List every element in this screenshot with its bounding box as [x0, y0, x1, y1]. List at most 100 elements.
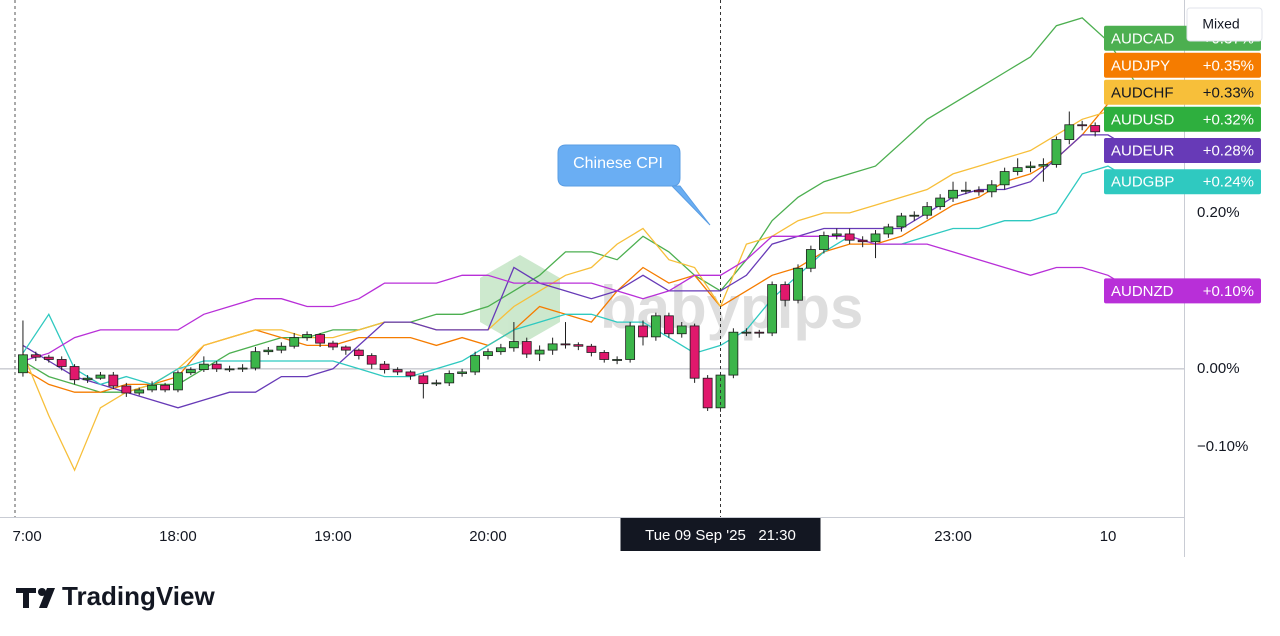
x-tick-label: 20:00: [469, 528, 507, 545]
brand-icon-part: [16, 588, 36, 608]
candle-body: [418, 375, 429, 385]
compare-line: [22, 165, 1135, 386]
candle-body: [328, 342, 338, 348]
candle-body: [676, 325, 687, 335]
candle-body: [689, 325, 700, 379]
chart-background: [0, 0, 1280, 557]
candle-body: [1025, 165, 1036, 169]
price-labels: AUDUSD+0.32%AUDCAD+0.37%AUDJPY+0.35%AUDC…: [1104, 25, 1261, 304]
x-tick-label: 18:00: [159, 528, 197, 545]
crosshair-label: Tue 09 Sep '25 21:30: [645, 527, 796, 544]
candle-body: [30, 354, 41, 358]
candle-body: [173, 372, 183, 391]
annotation: Chinese CPI: [557, 144, 711, 226]
candle-body: [819, 235, 829, 250]
candle-body: [780, 284, 791, 301]
candle-body: [638, 325, 648, 338]
price-label-box: [1104, 79, 1261, 105]
price-label-name: AUDCHF: [1111, 84, 1174, 101]
candle-body: [547, 343, 558, 351]
candle-body: [483, 351, 493, 356]
x-tick-label: 17:00: [4, 528, 42, 545]
candle-body: [289, 337, 300, 347]
price-label-box: [1104, 52, 1261, 78]
price-label-name: AUDNZD: [1111, 283, 1174, 300]
candle-body: [986, 184, 997, 193]
candle-body: [353, 349, 364, 356]
candle-body: [495, 347, 506, 353]
candle-body: [793, 267, 803, 301]
price-label-box: [1104, 169, 1261, 195]
candle-body: [160, 384, 170, 391]
x-tick-label: 19:00: [314, 528, 352, 545]
price-label-name: AUDUSD: [1111, 111, 1175, 128]
y-tick-label: 0.00%: [1197, 360, 1240, 377]
candle-body: [805, 249, 816, 269]
price-label-value: +0.10%: [1203, 283, 1254, 300]
annotation-bubble: [557, 144, 711, 226]
candle-body: [974, 189, 984, 193]
candle-body: [741, 331, 752, 334]
price-label-box: [1104, 278, 1261, 304]
x-axis: 17:00 18:00 19:00 20:00 23:00 10: [4, 528, 1116, 545]
candle-body: [573, 344, 584, 347]
candle-body: [56, 359, 67, 367]
candle-body: [379, 363, 390, 371]
candle-body: [1038, 164, 1049, 167]
x-tick-label: 23:00: [934, 528, 972, 545]
candle-body: [857, 239, 868, 243]
price-label-name: AUDCAD: [1111, 30, 1175, 47]
scale-mode-text[interactable]: Mixed: [1202, 16, 1239, 32]
candle-body: [1012, 167, 1023, 172]
candle-body: [883, 226, 894, 235]
candle-body: [663, 315, 674, 335]
y-tick-label: 0.20%: [1197, 204, 1240, 221]
candle-body: [263, 349, 274, 353]
candle-body: [612, 359, 623, 361]
candle-body: [185, 369, 196, 374]
price-label-value: +0.28%: [1203, 142, 1254, 159]
plot-area: [0, 17, 1184, 472]
candle-body: [508, 341, 519, 349]
candle-body: [999, 171, 1010, 186]
price-label-value: +0.32%: [1203, 111, 1254, 128]
candle-body: [560, 343, 571, 346]
price-label-value: +0.33%: [1203, 84, 1254, 101]
candle-body: [1051, 139, 1062, 165]
crosshair: Tue 09 Sep '25 21:30: [620, 0, 821, 551]
candle-body: [599, 352, 610, 360]
candle-body: [237, 367, 248, 370]
compare-line: [22, 134, 1135, 409]
candle-body: [948, 189, 958, 199]
candle-body: [18, 354, 28, 374]
scale-mode-button[interactable]: Mixed: [1186, 7, 1263, 42]
candle-body: [728, 331, 739, 376]
y-axis: 0.20% 0.00% −0.10%: [1197, 204, 1248, 455]
candle-body: [405, 371, 416, 377]
candle-body: [340, 346, 351, 351]
candle-body: [870, 233, 881, 243]
candle-body: [224, 368, 235, 371]
candle-body: [831, 233, 842, 236]
brand-icon-part: [38, 588, 46, 596]
candle-body: [302, 334, 312, 339]
candle-body: [470, 355, 481, 373]
price-label-box: [1104, 106, 1261, 132]
scale-mode-box[interactable]: [1186, 7, 1263, 42]
candle-body: [1077, 124, 1088, 127]
price-label-name: AUDJPY: [1111, 57, 1170, 74]
candle-body: [147, 384, 157, 391]
candle-body: [702, 377, 713, 409]
compare-line: [22, 235, 1135, 362]
candle-body: [754, 331, 765, 334]
candle-body: [43, 356, 54, 360]
price-label-value: +0.35%: [1203, 57, 1254, 74]
y-tick-label: −0.10%: [1197, 438, 1248, 455]
brand-icon-part: [39, 588, 55, 608]
candle-body: [457, 371, 467, 374]
candle-body: [625, 325, 636, 360]
compare-line: [22, 110, 1134, 472]
candle-body: [896, 215, 907, 228]
candle-body: [121, 385, 132, 394]
candle-body: [211, 363, 222, 370]
